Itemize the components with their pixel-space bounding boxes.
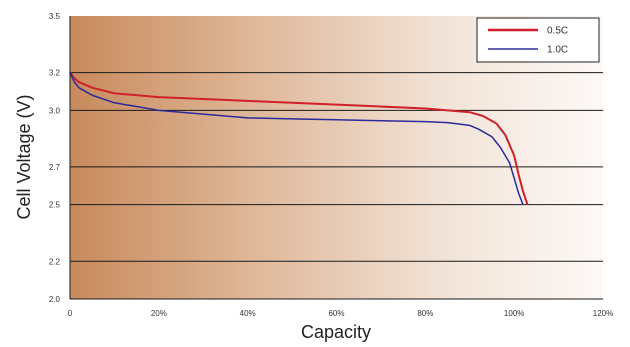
x-tick-label-60pct: 60%: [328, 309, 344, 318]
series-line-0-5c: [69, 71, 529, 205]
y-tick-label-3-2: 3.2: [49, 69, 61, 78]
x-tick-label-40pct: 40%: [240, 309, 256, 318]
legend-label-0-5c: 0.5C: [547, 26, 568, 37]
legend: 0.5C 1.0C: [476, 17, 600, 63]
y-tick-labels: 2.0 2.2 2.5 2.7 3.0 3.2 3.5: [49, 12, 61, 304]
y-tick-label-2-0: 2.0: [49, 295, 61, 304]
series-line-1-0c: [69, 72, 524, 205]
x-tick-label-120pct: 120%: [593, 309, 613, 318]
y-tick-label-2-5: 2.5: [49, 201, 61, 210]
x-tick-label-80pct: 80%: [417, 309, 433, 318]
x-axis-title: Capacity: [301, 322, 371, 342]
axes: [69, 16, 603, 300]
y-tick-label-3-5: 3.5: [49, 12, 61, 21]
y-tick-label-3-0: 3.0: [49, 106, 61, 115]
x-tick-labels: 0 20% 40% 60% 80% 100% 120%: [68, 309, 613, 318]
x-tick-label-100pct: 100%: [504, 309, 524, 318]
y-tick-label-2-7: 2.7: [49, 163, 61, 172]
legend-label-1-0c: 1.0C: [547, 45, 568, 56]
y-tick-label-2-2: 2.2: [49, 257, 61, 266]
series-lines: [69, 71, 529, 205]
x-tick-label-20pct: 20%: [151, 309, 167, 318]
x-tick-label-0: 0: [68, 309, 73, 318]
legend-box: [476, 17, 600, 63]
y-axis-title: Cell Voltage (V): [14, 94, 34, 219]
